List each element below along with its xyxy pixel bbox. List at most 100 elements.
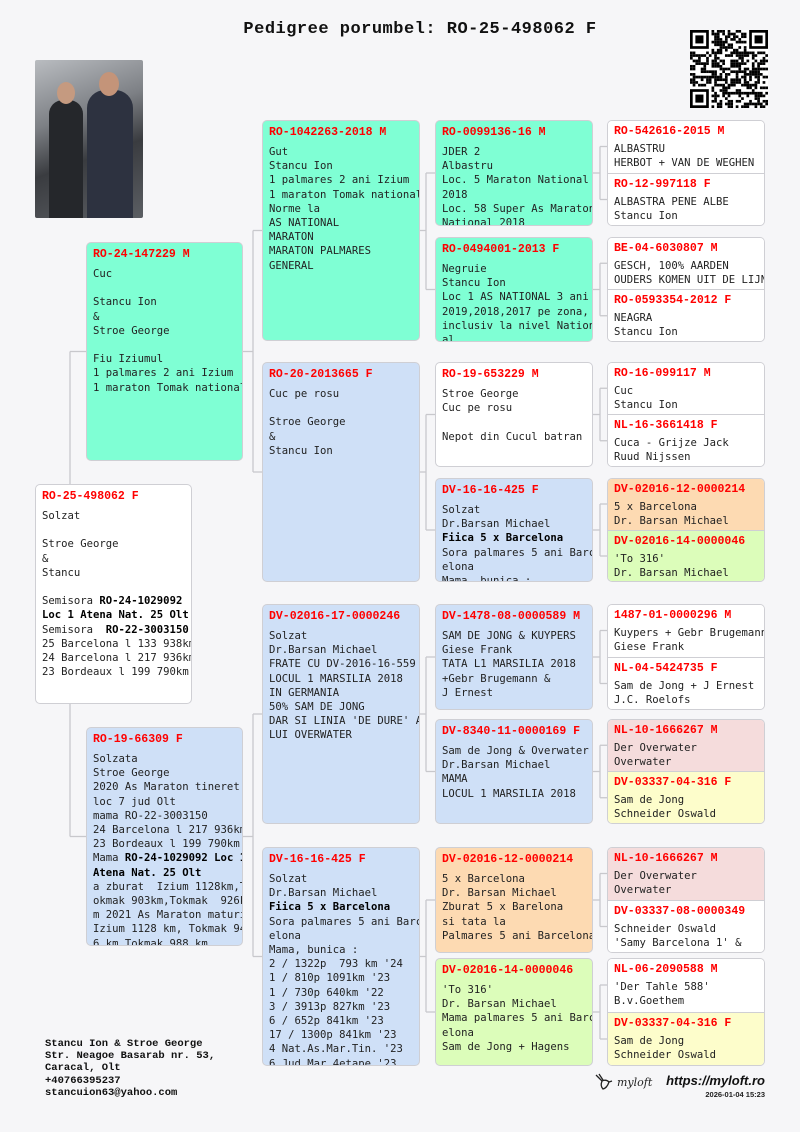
ancestor-card[interactable]: DV-02016-14-0000046 'To 316' Dr. Barsan Mi… (608, 529, 764, 581)
ancestor-card[interactable]: NL-16-3661418 F Cuca - Grijze Jack Ruud Ni… (608, 414, 764, 466)
ring-number: DV-02016-17-0000246 (269, 610, 401, 623)
bird-info-line: 1 / 730p 640km '22 (269, 986, 384, 999)
ancestor-card[interactable]: DV-02016-12-0000214 5 x Barcelona Dr. Bars… (435, 847, 593, 953)
ancestor-card[interactable]: RO-542616-2015 M ALBASTRU HERBOT + VAN DE … (608, 121, 764, 174)
bird-info-line: Stancu Ion (614, 326, 678, 339)
ancestor-card[interactable]: BE-04-6030807 M GESCH, 100% AARDEN OUDERS … (608, 238, 764, 291)
ancestor-card[interactable]: DV-8340-11-0000169 F Sam de Jong & Overwa… (435, 719, 593, 824)
bird-info-line: Mama palmares 5 ani Barc (442, 1012, 593, 1025)
ancestor-card[interactable]: DV-02016-17-0000246 Solzat Dr.Barsan Micha… (262, 604, 420, 824)
ancestor-card[interactable]: DV-03337-04-316 F Sam de Jong Schneider Os… (608, 1011, 764, 1065)
bird-info-line: LOCUL 1 MARSILIA 2018 (269, 672, 403, 685)
bird-info-line: LOCUL 1 MARSILIA 2018 (442, 787, 576, 800)
bird-info-line: Schneider Oswald (614, 1048, 717, 1061)
ring-number: DV-1478-08-0000589 M (442, 610, 581, 623)
bird-info-segment: Fiica 5 x Barcelona (442, 532, 564, 545)
bird-info-line: MARATON PALMARES (269, 245, 372, 258)
bird-info-line: Sam de Jong + Hagens (442, 1040, 570, 1053)
ring-number: RO-0099136-16 M (442, 126, 546, 139)
bird-info-segment: RO-22-3003150 (105, 623, 189, 636)
ancestor-card[interactable]: RO-20-2013665 F Cuc pe rosu Stroe George & S… (262, 362, 420, 582)
subject-bird-card[interactable]: RO-25-498062 F Solzat Stroe George & Stancu S… (35, 484, 192, 704)
bird-info-line: 'Samy Barcelona 1' & (614, 936, 742, 949)
bird-info-line: SAM DE JONG & KUYPERS (442, 630, 576, 642)
bird-info-line: Stroe George (442, 388, 519, 400)
breeder-email[interactable]: stancuion63@yahoo.com (45, 1086, 178, 1099)
bird-info-line: MARATON (269, 231, 314, 244)
bird-info-segment: Fiica 5 x Barcelona (269, 901, 391, 914)
ring-number: RO-0593354-2012 F (614, 294, 732, 307)
ring-number: RO-20-2013665 F (269, 368, 373, 381)
ancestor-card[interactable]: DV-03337-08-0000349 Schneider Oswald 'Samy… (608, 899, 764, 952)
ancestor-card[interactable]: DV-02016-12-0000214 5 x Barcelona Dr. Bars… (608, 479, 764, 531)
page-title: Pedigree porumbel: RO-25-498062 F (243, 20, 597, 39)
bird-info-line (42, 523, 185, 537)
ancestor-card[interactable]: RO-19-66309 F Solzata Stroe George 2020 As … (86, 727, 243, 946)
ancestor-card[interactable]: DV-02016-14-0000046 'To 316' Dr. Barsan Mi… (435, 958, 593, 1066)
bird-info-line: Solzata (93, 753, 138, 765)
ring-number: DV-16-16-425 F (442, 484, 539, 497)
ancestor-pair-card: NL-10-1666267 M Der Overwater Overwater DV-… (607, 719, 765, 824)
breeder-street: Str. Neagoe Basarab nr. 53, (45, 1050, 216, 1063)
bird-info-line: Dr.Barsan Michael (442, 518, 551, 531)
bird-info-line: si tata la (442, 915, 506, 928)
ancestor-card[interactable]: DV-16-16-425 F Solzat Dr.Barsan Michael Fii… (435, 478, 593, 582)
bird-info-segment: Atena Nat. 25 Olt (93, 866, 202, 879)
bird-info-line: J Ernest (442, 686, 494, 699)
ancestor-card[interactable]: DV-1478-08-0000589 M SAM DE JONG & KUYPER… (435, 604, 593, 710)
ring-number: NL-10-1666267 M (614, 852, 718, 865)
bird-info-line: Stancu (42, 566, 81, 579)
ring-number: 1487-01-0000296 M (614, 609, 732, 622)
bird-info-line: Solzat (269, 873, 308, 885)
bird-info-line: 'Der Tahle 588' (614, 981, 710, 993)
ring-number: RO-19-653229 M (442, 368, 539, 381)
ring-number: DV-16-16-425 F (269, 853, 366, 866)
ancestor-card[interactable]: RO-19-653229 M Stroe George Cuc pe rosu Nep… (435, 362, 593, 467)
bird-info-line: Schneider Oswald (614, 922, 717, 935)
bird-info-line: 2018 (442, 188, 468, 201)
bird-info-line: Cuc (93, 268, 113, 280)
bird-info-line (42, 580, 185, 594)
ancestor-card[interactable]: RO-1042263-2018 M Gut Stancu Ion 1 palmares… (262, 120, 420, 341)
bird-info-line: Gut (269, 146, 289, 158)
ring-number: DV-03337-04-316 F (614, 776, 732, 789)
bird-info-line: Semisora RO-24-1029092 (42, 594, 185, 608)
ancestor-card[interactable]: RO-16-099117 M Cuc Stancu Ion (608, 363, 764, 416)
bird-info-line: LUI OVERWATER (269, 729, 352, 742)
ancestor-card[interactable]: DV-16-16-425 F Solzat Dr.Barsan Michael Fii… (262, 847, 420, 1066)
bird-info-line: Negruie (442, 263, 487, 275)
bird-info-line (93, 338, 236, 352)
ancestor-card[interactable]: NL-10-1666267 M Der Overwater Overwater (608, 720, 764, 773)
dove-logo-icon (595, 1073, 613, 1090)
ancestor-card[interactable]: NL-06-2090588 M 'Der Tahle 588' B.v.Goethe… (608, 959, 764, 1013)
bird-info-line: Overwater (614, 756, 672, 769)
ancestor-card[interactable]: RO-0593354-2012 F NEAGRA Stancu Ion (608, 289, 764, 341)
bird-info-line: J.C. Roelofs (614, 693, 691, 706)
ancestor-card[interactable]: DV-03337-04-316 F Sam de Jong Schneider Os… (608, 771, 764, 823)
ring-number: DV-03337-04-316 F (614, 1016, 732, 1030)
bird-info-line: Dr.Barsan Michael (269, 644, 378, 657)
bird-info-line: Mama, bunica : (269, 944, 359, 957)
bird-info-line: Stancu Ion (269, 444, 333, 457)
bird-info-line: Dr. Barsan Michael (614, 515, 729, 528)
ancestor-card[interactable]: RO-24-147229 M Cuc Stancu Ion & Stroe George… (86, 242, 243, 461)
ancestor-card[interactable]: RO-0099136-16 M JDER 2 Albastru Loc. 5 Mara… (435, 120, 593, 226)
ancestor-card[interactable]: NL-04-5424735 F Sam de Jong + J Ernest J.C… (608, 656, 764, 709)
ring-number: NL-10-1666267 M (614, 724, 718, 737)
bird-info-line: Fiica 5 x Barcelona (442, 531, 586, 545)
bird-info-line: Norme la (269, 202, 321, 215)
qr-code (690, 30, 768, 108)
bird-info-line: JDER 2 (442, 146, 481, 158)
bird-info-line: a zburat Izium 1128km,T (93, 880, 243, 893)
ring-number: RO-16-099117 M (614, 367, 711, 380)
ancestor-card[interactable]: 1487-01-0000296 M Kuypers + Gebr Brugeman… (608, 605, 764, 658)
ancestor-card[interactable]: RO-12-997118 F ALBASTRA PENE ALBE Stancu I… (608, 172, 764, 225)
bird-info-line: Loc. 58 Super As Maraton (442, 202, 593, 215)
website-link[interactable]: https://myloft.ro (666, 1073, 765, 1088)
ancestor-card[interactable]: NL-10-1666267 M Der Overwater Overwater (608, 848, 764, 901)
print-date: 2026-01-04 15:23 (705, 1090, 765, 1099)
bird-info-line: Stancu Ion (93, 296, 157, 309)
ancestor-card[interactable]: RO-0494001-2013 F Negruie Stancu Ion Loc 1 … (435, 237, 593, 342)
bird-info-line (442, 415, 586, 429)
bird-info-line: ALBASTRU (614, 143, 666, 155)
